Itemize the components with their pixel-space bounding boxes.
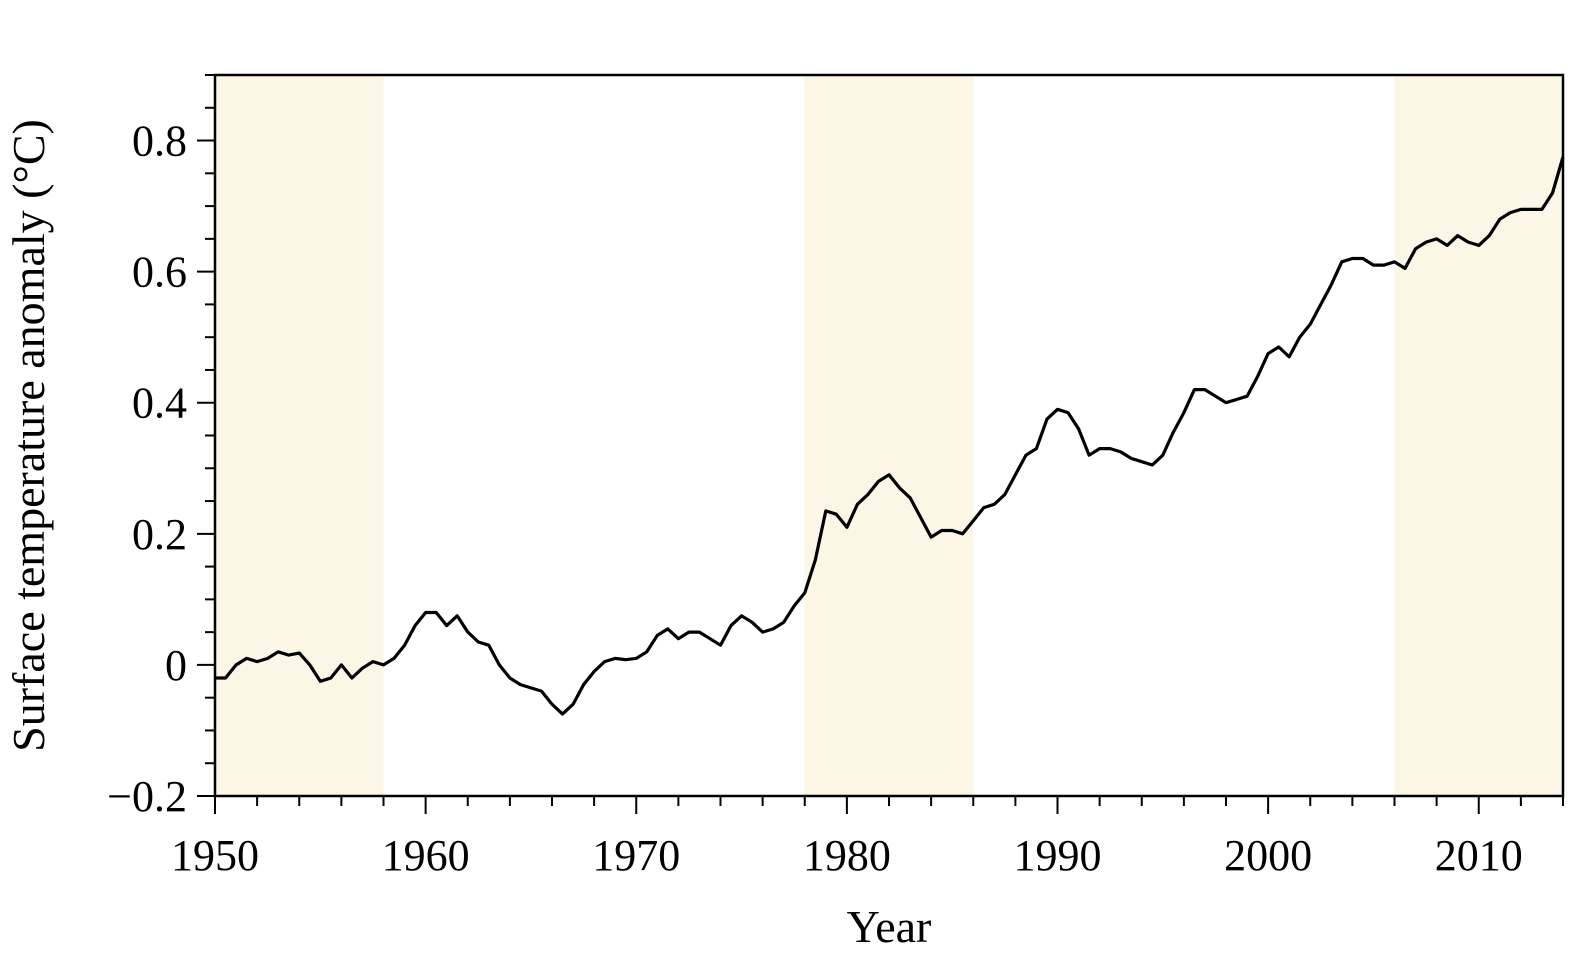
x-tick-label: 1960 (382, 831, 470, 880)
plot-area (215, 156, 1565, 716)
x-tick-label: 1990 (1014, 831, 1102, 880)
y-tick-label: 0.2 (132, 510, 187, 559)
y-axis-title: Surface temperature anomaly (°C) (3, 119, 54, 752)
y-tick-label: 0.6 (132, 248, 187, 297)
shaded-period-1 (215, 75, 384, 796)
y-tick-label: 0.4 (132, 379, 187, 428)
shaded-period-3 (1394, 75, 1563, 796)
y-tick-label: 0.8 (132, 117, 187, 166)
shaded-periods (215, 75, 1563, 796)
x-tick-label: 1950 (171, 831, 259, 880)
x-tick-label: 2010 (1435, 831, 1523, 880)
y-tick-label: −0.2 (107, 772, 187, 821)
x-tick-label: 1970 (592, 831, 680, 880)
x-tick-label: 1980 (803, 831, 891, 880)
series-line-1 (215, 156, 1565, 716)
shaded-period-2 (804, 75, 974, 796)
plot-frame (213, 73, 1565, 798)
y-tick-label: 0 (165, 641, 187, 690)
axis-ticks: 1950 1960 1970 1980 1990 2000 2010 −0.2 0 0.2 0.4 0… (107, 74, 1564, 880)
x-axis-title: Year (847, 901, 932, 952)
x-tick-label: 2000 (1224, 831, 1312, 880)
